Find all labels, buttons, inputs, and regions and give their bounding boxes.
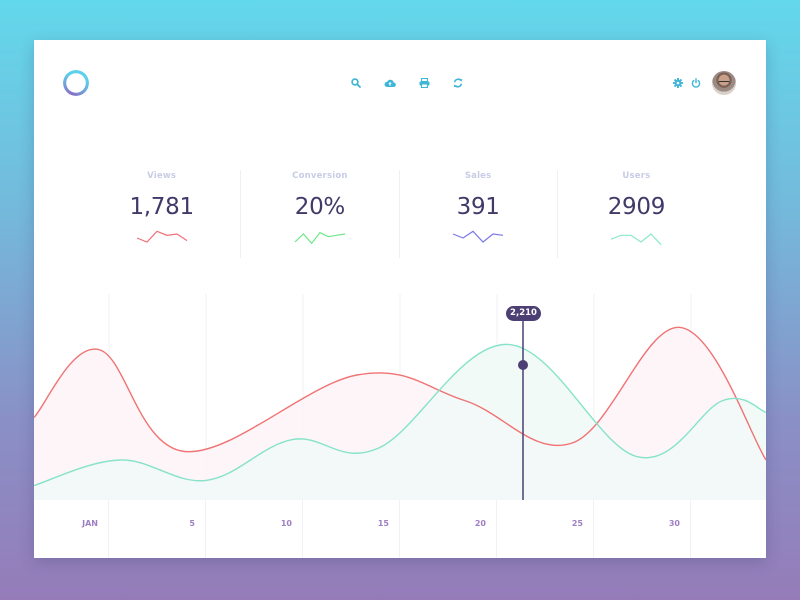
x-axis-cell: 30	[594, 500, 691, 558]
conversion-sparkline	[294, 231, 345, 245]
x-tick-label: JAN	[82, 519, 98, 528]
stat-label: Users	[622, 171, 651, 181]
sales-sparkline	[452, 230, 504, 243]
x-axis-cell	[691, 500, 766, 558]
stat-users: Users 2909	[556, 170, 715, 258]
stat-value: 20%	[294, 194, 346, 220]
gear-icon	[673, 78, 683, 88]
x-axis: JAN 5 10 15 20 25 30	[34, 500, 766, 558]
refresh-icon	[453, 78, 463, 88]
print-icon	[419, 78, 429, 88]
x-axis-cell: 5	[109, 500, 206, 558]
x-tick-label: 30	[668, 519, 680, 528]
cloud-upload-icon	[384, 79, 396, 88]
area-chart[interactable]	[34, 294, 766, 500]
x-axis-cell: 15	[303, 500, 400, 558]
print-button[interactable]	[407, 76, 441, 90]
search-icon	[351, 78, 361, 88]
x-tick-label: 25	[571, 519, 583, 528]
stat-value: 2909	[607, 194, 666, 220]
ring-logo-icon[interactable]	[63, 70, 89, 96]
x-tick-label: 10	[280, 519, 292, 528]
x-tick-label: 5	[189, 519, 195, 528]
users-sparkline	[611, 233, 662, 246]
stat-views: Views 1,781	[83, 170, 240, 258]
stat-label: Views	[147, 171, 177, 181]
stat-sales: Sales 391	[398, 170, 557, 258]
highlight-marker	[518, 310, 528, 500]
stat-value: 391	[456, 194, 500, 220]
toolbar	[339, 76, 475, 90]
value-tooltip: 2,210	[506, 306, 541, 321]
power-icon	[691, 78, 701, 88]
refresh-button[interactable]	[441, 76, 475, 90]
stat-value: 1,781	[129, 194, 194, 220]
area-chart-canvas	[34, 294, 766, 500]
user-controls	[672, 71, 736, 95]
x-tick-label: 20	[474, 519, 486, 528]
dashboard-card: Views 1,781 Conversion 20% Sales 391 Use…	[34, 40, 766, 558]
x-axis-cell: 20	[400, 500, 497, 558]
settings-button[interactable]	[672, 77, 684, 89]
x-axis-cell: JAN	[34, 500, 109, 558]
search-button[interactable]	[339, 76, 373, 90]
x-axis-cell: 10	[206, 500, 303, 558]
x-tick-label: 15	[377, 519, 389, 528]
stat-conversion: Conversion 20%	[240, 170, 398, 258]
stats-row: Views 1,781 Conversion 20% Sales 391 Use…	[83, 170, 715, 258]
views-sparkline	[136, 230, 187, 243]
user-avatar[interactable]	[712, 71, 736, 95]
chart-areas	[34, 326, 766, 500]
x-axis-cell: 25	[497, 500, 594, 558]
power-button[interactable]	[690, 77, 702, 89]
stat-label: Sales	[464, 171, 492, 181]
upload-button[interactable]	[373, 76, 407, 90]
stat-label: Conversion	[292, 171, 348, 181]
